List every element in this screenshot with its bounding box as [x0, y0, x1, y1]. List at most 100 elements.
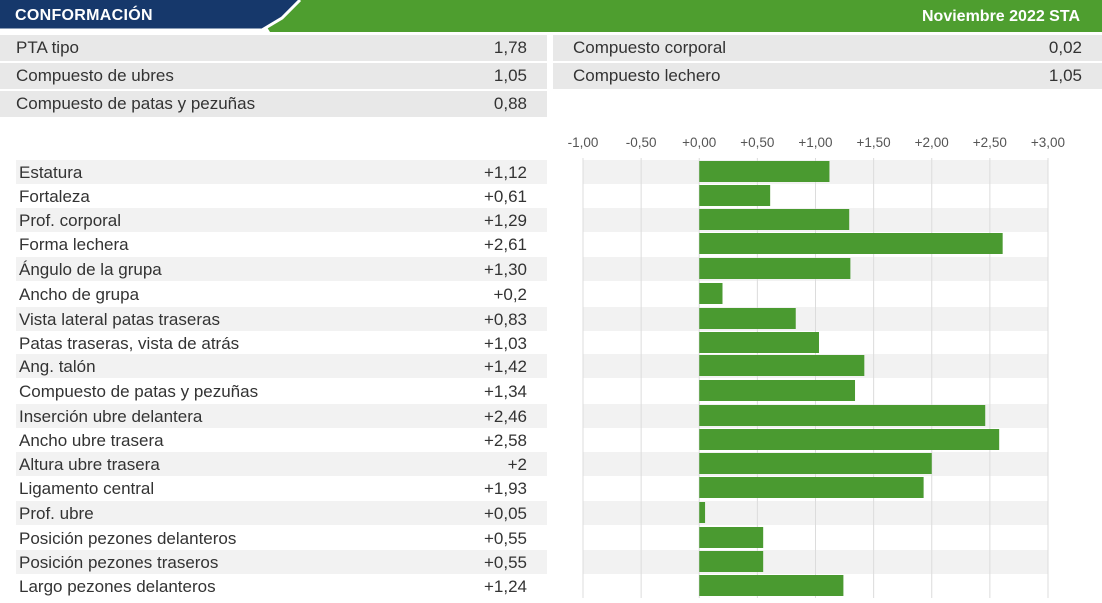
- chart-bar: [699, 355, 865, 376]
- trait-value: +0,2: [493, 285, 527, 304]
- trait-row: Estatura +1,12: [16, 160, 547, 184]
- section-header: CONFORMACIÓN Noviembre 2022 STA: [0, 0, 1102, 32]
- trait-value: +2,58: [483, 431, 527, 450]
- x-tick-label: +1,50: [857, 135, 891, 150]
- trait-label: Ang. talón: [19, 357, 96, 376]
- x-tick-label: +0,00: [682, 135, 716, 150]
- trait-row: Altura ubre trasera +2: [16, 452, 547, 476]
- trait-label: Patas traseras, vista de atrás: [19, 334, 240, 353]
- summary-row-pta-tipo: PTA tipo 1,78: [0, 35, 547, 61]
- trait-row: Posición pezones traseros +0,55: [16, 550, 547, 574]
- trait-label: Posición pezones delanteros: [19, 529, 237, 548]
- trait-label: Prof. corporal: [19, 211, 122, 230]
- chart-bar: [699, 161, 830, 182]
- chart-bar: [699, 233, 1003, 254]
- x-tick-label: +0,50: [740, 135, 774, 150]
- trait-value: +0,55: [483, 553, 527, 572]
- trait-row: Patas traseras, vista de atrás +1,03: [16, 331, 547, 355]
- chart-bar: [699, 209, 850, 230]
- x-tick-label: +2,50: [973, 135, 1007, 150]
- trait-label: Ancho de grupa: [19, 285, 140, 304]
- report-date: Noviembre 2022 STA: [922, 8, 1080, 25]
- trait-label: Ángulo de la grupa: [19, 260, 162, 279]
- trait-row: Ángulo de la grupa +1,30: [16, 257, 547, 281]
- trait-value: +1,93: [483, 479, 527, 498]
- trait-label: Ligamento central: [19, 479, 155, 498]
- chart-bar: [699, 527, 764, 548]
- summary-value: 0,02: [1048, 38, 1082, 57]
- trait-label: Largo pezones delanteros: [19, 577, 216, 596]
- x-tick-label: +2,00: [915, 135, 949, 150]
- header-banner: [0, 0, 1102, 32]
- chart-tick-labels: -1,00 -0,50 +0,00 +0,50 +1,00 +1,50 +2,00 +2,50…: [568, 135, 1065, 150]
- chart-bar: [699, 308, 796, 329]
- trait-value: +0,61: [483, 187, 527, 206]
- trait-label: Altura ubre trasera: [19, 455, 160, 474]
- trait-value: +0,05: [483, 504, 527, 523]
- chart-bar: [699, 185, 771, 206]
- trait-row: Posición pezones delanteros +0,55: [16, 526, 547, 550]
- trait-label: Forma lechera: [19, 235, 129, 254]
- trait-value: +1,03: [483, 334, 527, 353]
- trait-label: Inserción ubre delantera: [19, 407, 203, 426]
- chart-bar: [699, 453, 932, 474]
- trait-label: Posición pezones traseros: [19, 553, 219, 572]
- summary-value: 1,05: [493, 66, 527, 85]
- header-divider-line: [0, 0, 302, 32]
- summary-row-compuesto-patas: Compuesto de patas y pezuñas 0,88: [0, 91, 547, 117]
- trait-row: Forma lechera +2,61: [16, 232, 547, 256]
- trait-row: Compuesto de patas y pezuñas +1,34: [16, 379, 547, 403]
- chart-gridlines: [582, 158, 1049, 598]
- trait-row: Ligamento central +1,93: [16, 476, 547, 500]
- summary-row-compuesto-corporal: Compuesto corporal 0,02: [553, 35, 1102, 61]
- chart-bar: [699, 405, 986, 426]
- chart-bars: [699, 161, 1003, 596]
- trait-value: +1,34: [483, 382, 527, 401]
- trait-label: Ancho ubre trasera: [19, 431, 164, 450]
- chart-bar: [699, 332, 819, 353]
- trait-label: Vista lateral patas traseras: [19, 310, 220, 329]
- chart-bar: [699, 258, 851, 279]
- summary-row-compuesto-lechero: Compuesto lechero 1,05: [553, 63, 1102, 89]
- chart-bar: [699, 575, 844, 596]
- trait-row: Ancho ubre trasera +2,58: [16, 428, 547, 452]
- trait-value: +0,83: [483, 310, 527, 329]
- trait-value: +2,46: [483, 407, 527, 426]
- chart-bar: [699, 283, 723, 304]
- trait-value: +1,29: [483, 211, 527, 230]
- summary-label: Compuesto de patas y pezuñas: [16, 94, 256, 113]
- header-navy-band: [0, 0, 300, 30]
- trait-value: +1,42: [483, 357, 527, 376]
- trait-value: +0,55: [483, 529, 527, 548]
- header-green-band: [250, 0, 1102, 32]
- trait-row: Ancho de grupa +0,2: [16, 282, 547, 306]
- chart-bar: [699, 380, 856, 401]
- trait-value: +2: [507, 455, 527, 474]
- trait-row: Prof. ubre +0,05: [16, 501, 547, 525]
- trait-value: +1,12: [483, 163, 527, 182]
- summary-label: Compuesto lechero: [573, 66, 721, 85]
- trait-row: Vista lateral patas traseras +0,83: [16, 307, 547, 331]
- summary-label: Compuesto corporal: [573, 38, 727, 57]
- summary-label: Compuesto de ubres: [16, 66, 174, 85]
- x-tick-label: -1,00: [568, 135, 599, 150]
- trait-row: Prof. corporal +1,29: [16, 208, 547, 232]
- trait-label: Compuesto de patas y pezuñas: [19, 382, 259, 401]
- x-tick-label: +1,00: [798, 135, 832, 150]
- trait-row: Ang. talón +1,42: [16, 354, 547, 378]
- chart-bar: [699, 429, 1000, 450]
- chart-bar: [699, 477, 924, 498]
- x-tick-label: +3,00: [1031, 135, 1065, 150]
- summary-value: 0,88: [493, 94, 527, 113]
- chart-bar: [699, 502, 706, 523]
- trait-row: Largo pezones delanteros +1,24: [16, 574, 547, 598]
- trait-value: +1,30: [483, 260, 527, 279]
- summary-row-compuesto-ubres: Compuesto de ubres 1,05: [0, 63, 547, 89]
- trait-row: Inserción ubre delantera +2,46: [16, 404, 547, 428]
- trait-value: +2,61: [483, 235, 527, 254]
- trait-value: +1,24: [483, 577, 527, 596]
- summary-value: 1,05: [1048, 66, 1082, 85]
- trait-row: Fortaleza +0,61: [16, 184, 547, 208]
- section-title: CONFORMACIÓN: [15, 7, 153, 24]
